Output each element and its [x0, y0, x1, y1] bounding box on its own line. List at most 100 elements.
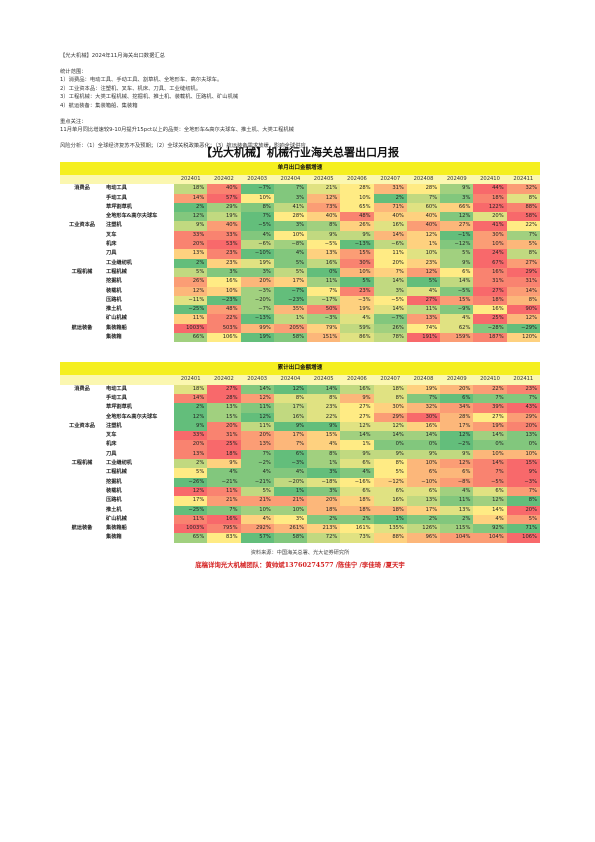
- value-cell: 28%: [340, 184, 374, 194]
- item-cell: 刀具: [106, 250, 117, 257]
- value-cell: 48%: [340, 212, 374, 222]
- value-cell: 11%: [174, 314, 208, 324]
- category-cell: [60, 496, 104, 505]
- value-cell: 16%: [406, 421, 441, 432]
- value-cell: 40%: [307, 212, 341, 222]
- category-cell: 工程机械: [71, 268, 93, 275]
- value-cell: 7%: [373, 267, 407, 278]
- value-cell: 2%: [174, 258, 208, 268]
- value-cell: 7%: [473, 393, 507, 404]
- value-cell: 18%: [207, 449, 241, 460]
- value-cell: 73%: [340, 533, 374, 543]
- value-cell: 14%: [473, 505, 507, 515]
- value-cell: 33%: [174, 431, 208, 441]
- value-cell: 32%: [406, 403, 441, 413]
- period-header: 202410: [473, 375, 507, 385]
- value-cell: 28%: [440, 412, 474, 422]
- value-cell: 5%: [174, 468, 208, 478]
- value-cell: 30%: [340, 258, 374, 268]
- section-title: 单月出口金额增速: [60, 162, 540, 175]
- value-cell: 19%: [207, 212, 241, 222]
- table-row: 工程机械 工业缝纫机 2% 9% −2% −3% 1% 6% 8% 10% 12% 14% 15%: [60, 459, 540, 469]
- item-cell: 手动工具: [106, 194, 127, 201]
- period-header: 202411: [506, 175, 540, 185]
- value-cell: 22%: [207, 314, 241, 324]
- value-cell: 12%: [240, 393, 274, 404]
- table-row: 刀具 13% 23% −10% 4% 13% 15% 11% 10% 5% 24% 8%: [60, 249, 540, 259]
- item-cell: 推土机: [106, 506, 122, 513]
- value-cell: 23%: [207, 249, 241, 259]
- value-cell: 9%: [174, 221, 208, 231]
- table-row: 矿山机械 11% 16% 4% 3% 2% 2% 1% 2% 2% 4% 5%: [60, 514, 540, 525]
- scope-line: 2）工业资本品：注塑机、叉车、机床、刀具、工业缝纫机。: [60, 85, 202, 92]
- value-cell: 9%: [207, 459, 241, 469]
- table-row: 集装箱 65% 83% 57% 58% 72% 73% 88% 96% 104% 104% 106%: [60, 533, 540, 543]
- value-cell: 25%: [473, 314, 507, 324]
- value-cell: 23%: [207, 258, 241, 268]
- category-cell: [60, 314, 104, 323]
- header-row: 202401 202402 202403 202404 202405 202406 2024…: [60, 375, 540, 385]
- value-cell: 126%: [406, 524, 441, 534]
- value-cell: 5%: [440, 249, 474, 259]
- value-cell: 30%: [373, 403, 407, 413]
- item-cell: 电动工具: [106, 185, 127, 192]
- value-cell: 20%: [473, 212, 507, 222]
- value-cell: 10%: [273, 505, 308, 515]
- value-cell: 16%: [473, 305, 507, 315]
- item-cell: 叉车: [106, 231, 117, 238]
- value-cell: 12%: [440, 431, 474, 441]
- item-cell: 机床: [106, 241, 117, 248]
- value-cell: 7%: [240, 449, 274, 460]
- header-cell: [60, 375, 104, 385]
- value-cell: 12%: [174, 212, 208, 222]
- value-cell: 34%: [440, 403, 474, 413]
- category-cell: 航运装备: [71, 324, 93, 331]
- value-cell: 23%: [307, 403, 341, 413]
- value-cell: 32%: [506, 184, 540, 194]
- value-cell: 2%: [174, 459, 208, 469]
- value-cell: 17%: [273, 403, 308, 413]
- category-cell: [60, 296, 104, 305]
- table-row: 手动工具 14% 28% 12% 8% 8% 9% 8% 7% 6% 7% 7%: [60, 393, 540, 404]
- value-cell: 57%: [207, 193, 241, 203]
- period-header: 202402: [207, 375, 241, 385]
- value-cell: 13%: [440, 505, 474, 515]
- category-cell: [60, 478, 104, 487]
- value-cell: 1%: [273, 486, 308, 497]
- table-row: 压路机 17% 21% 21% 21% 20% 18% 16% 13% 11% 12% 8%: [60, 496, 540, 506]
- value-cell: 12%: [273, 384, 308, 394]
- value-cell: 4%: [240, 230, 274, 241]
- value-cell: 5%: [240, 486, 274, 497]
- report-table-block: 【光大机械】机械行业海关总署出口月报 单月出口金额增速 202401 202402…: [60, 144, 540, 569]
- value-cell: 40%: [373, 212, 407, 222]
- category-cell: [60, 212, 104, 221]
- monthly-growth-table: 202401 202402 202403 202404 202405 202406 2024…: [60, 175, 540, 343]
- value-cell: 23%: [406, 258, 441, 268]
- value-cell: 14%: [440, 277, 474, 287]
- value-cell: 11%: [207, 486, 241, 497]
- item-cell: 装载机: [106, 287, 122, 294]
- value-cell: 27%: [406, 295, 441, 306]
- value-cell: 26%: [340, 221, 374, 231]
- value-cell: 11%: [240, 421, 274, 432]
- value-cell: 1%: [340, 440, 374, 450]
- value-cell: 27%: [440, 221, 474, 231]
- table-row: 消费品 电动工具 18% 27% 14% 12% 14% 16% 18% 19% 20% 22% 23%: [60, 384, 540, 394]
- table-row: 挖掘机 26% 16% 20% 17% 11% 5% 14% 5% 14% 31% 31%: [60, 277, 540, 287]
- category-cell: [60, 305, 104, 314]
- value-cell: 29%: [506, 267, 540, 278]
- category-cell: [60, 259, 104, 268]
- value-cell: 40%: [406, 212, 441, 222]
- value-cell: 18%: [340, 505, 374, 515]
- value-cell: 12%: [406, 267, 441, 278]
- value-cell: 213%: [307, 524, 341, 534]
- value-cell: 28%: [406, 184, 441, 194]
- table-row: 推土机 −25% 48% −7% 35% 50% 19% 14% 11% −9% 16% 90%: [60, 305, 540, 315]
- value-cell: 7%: [273, 184, 308, 194]
- value-cell: 20%: [373, 258, 407, 268]
- item-cell: 集装箱: [106, 334, 122, 341]
- item-cell: 压路机: [106, 497, 122, 504]
- value-cell: 5%: [174, 267, 208, 278]
- category-cell: 工业资本品: [69, 422, 95, 429]
- value-cell: −3%: [340, 295, 374, 306]
